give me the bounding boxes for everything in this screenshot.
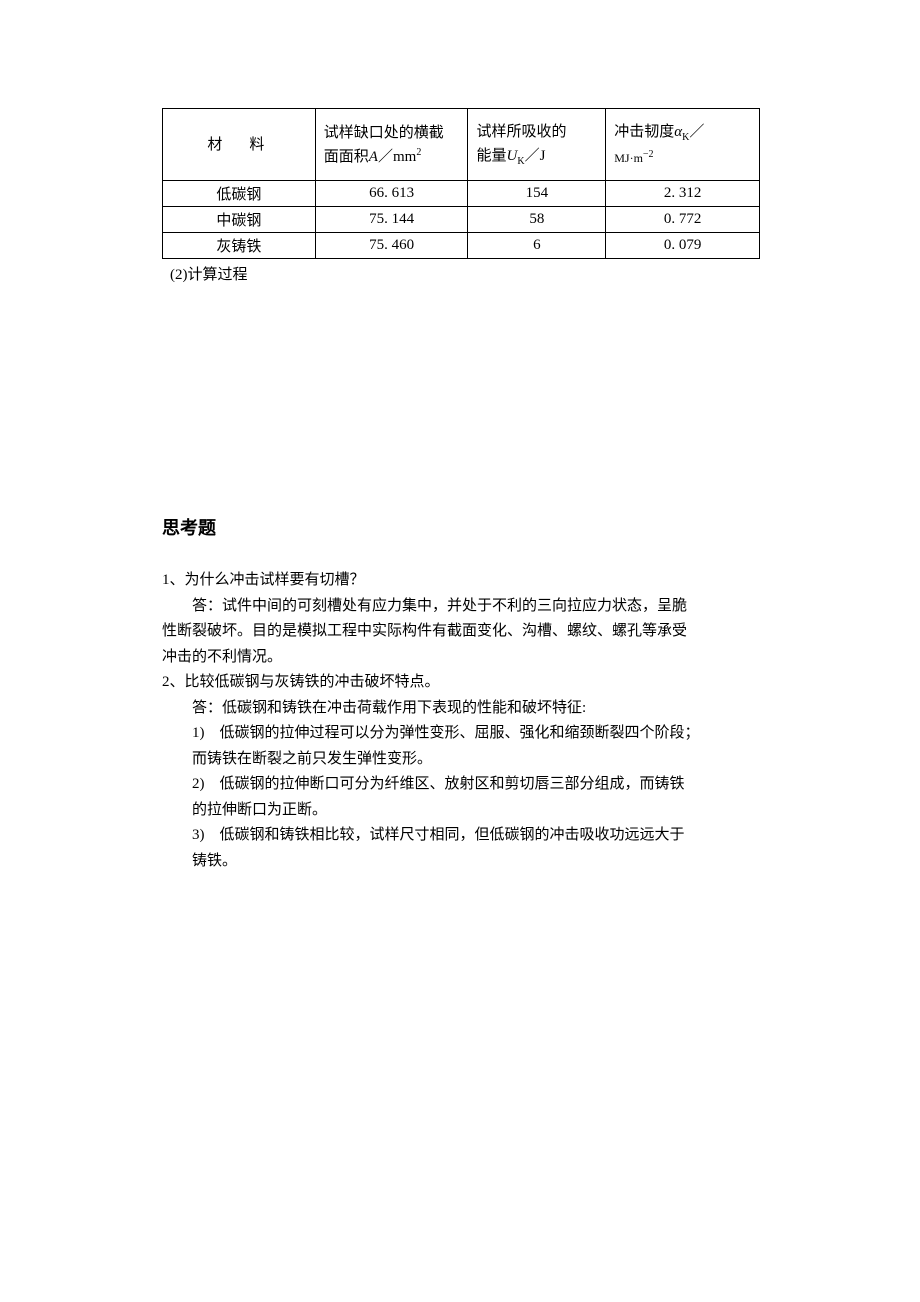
hdr-energy-K: K <box>517 156 524 167</box>
hdr-tough-l1a: 冲击韧度 <box>614 124 674 140</box>
q2-item1-l2: 而铸铁在断裂之前只发生弹性变形。 <box>162 747 760 773</box>
table-row: 中碳钢 75. 144 58 0. 772 <box>163 207 760 233</box>
hdr-tough-m: m <box>634 151 643 165</box>
hdr-energy-slash: ／ <box>525 148 540 164</box>
q1-text: 为什么冲击试样要有切槽？ <box>185 572 365 588</box>
col-header-energy: 试样所吸收的 能量UK／J <box>468 109 606 181</box>
col-header-area: 试样缺口处的横截 面面积A／mm2 <box>315 109 468 181</box>
q2-line: 2、比较低碳钢与灰铸铁的冲击破坏特点。 <box>162 670 760 696</box>
hdr-area-l1: 试样缺口处的横截 <box>324 125 444 141</box>
section-heading: 思考题 <box>162 514 760 540</box>
q2-item3-l1: 3) 低碳钢和铸铁相比较，试样尺寸相同，但低碳钢的冲击吸收功远远大于 <box>162 823 760 849</box>
hdr-tough-slash: ／ <box>689 124 704 140</box>
q1-number: 1、 <box>162 572 185 588</box>
results-table: 材 料 试样缺口处的横截 面面积A／mm2 试样所吸收的 能量UK／J 冲击韧度… <box>162 108 760 259</box>
q2-number: 2、 <box>162 674 185 690</box>
q1-line: 1、为什么冲击试样要有切槽？ <box>162 568 760 594</box>
cell-energy: 154 <box>468 181 606 207</box>
cell-toughness: 0. 772 <box>606 207 760 233</box>
cell-energy: 58 <box>468 207 606 233</box>
hdr-energy-J: J <box>540 148 546 164</box>
q2-answer-l1: 答：低碳钢和铸铁在冲击荷载作用下表现的性能和破坏特征: <box>162 696 760 722</box>
hdr-area-slash: ／ <box>378 149 393 165</box>
hdr-area-l2a: 面面积 <box>324 149 369 165</box>
cell-material: 灰铸铁 <box>163 233 316 259</box>
q1-answer-l1: 答：试件中间的可刻槽处有应力集中，并处于不利的三向拉应力状态，呈脆 <box>162 594 760 620</box>
cell-area: 75. 460 <box>315 233 468 259</box>
q2-item1-l1: 1) 低碳钢的拉伸过程可以分为弹性变形、屈服、强化和缩颈断裂四个阶段； <box>162 721 760 747</box>
cell-energy: 6 <box>468 233 606 259</box>
question-block-1: 1、为什么冲击试样要有切槽？ 答：试件中间的可刻槽处有应力集中，并处于不利的三向… <box>162 568 760 670</box>
cell-material: 低碳钢 <box>163 181 316 207</box>
hdr-energy-U: U <box>507 148 518 164</box>
cell-area: 75. 144 <box>315 207 468 233</box>
question-block-2: 2、比较低碳钢与灰铸铁的冲击破坏特点。 答：低碳钢和铸铁在冲击荷载作用下表现的性… <box>162 670 760 874</box>
hdr-tough-unit: MJ·m−2 <box>614 151 653 165</box>
table-row: 低碳钢 66. 613 154 2. 312 <box>163 181 760 207</box>
col-header-material: 材 料 <box>163 109 316 181</box>
cell-area: 66. 613 <box>315 181 468 207</box>
hdr-tough-exp: −2 <box>643 149 654 160</box>
cell-toughness: 0. 079 <box>606 233 760 259</box>
hdr-energy-l2a: 能量 <box>476 148 506 164</box>
table-header-row: 材 料 试样缺口处的横截 面面积A／mm2 试样所吸收的 能量UK／J 冲击韧度… <box>163 109 760 181</box>
q2-item2-l2: 的拉伸断口为正断。 <box>162 798 760 824</box>
hdr-area-mm: mm <box>393 149 416 165</box>
hdr-tough-MJ: MJ <box>614 151 629 165</box>
page-content: 材 料 试样缺口处的横截 面面积A／mm2 试样所吸收的 能量UK／J 冲击韧度… <box>0 0 920 874</box>
q2-item3-l2: 铸铁。 <box>162 849 760 875</box>
hdr-area-A: A <box>369 149 378 165</box>
q2-item2-l1: 2) 低碳钢的拉伸断口可分为纤维区、放射区和剪切唇三部分组成，而铸铁 <box>162 772 760 798</box>
cell-material: 中碳钢 <box>163 207 316 233</box>
table-row: 灰铸铁 75. 460 6 0. 079 <box>163 233 760 259</box>
cell-toughness: 2. 312 <box>606 181 760 207</box>
hdr-area-exp: 2 <box>416 147 421 158</box>
hdr-tough-alpha: α <box>674 124 682 140</box>
col-header-toughness: 冲击韧度αK／ MJ·m−2 <box>606 109 760 181</box>
q1-answer-l3: 冲击的不利情况。 <box>162 645 760 671</box>
hdr-energy-l1: 试样所吸收的 <box>476 124 566 140</box>
q1-answer-l2: 性断裂破坏。目的是模拟工程中实际构件有截面变化、沟槽、螺纹、螺孔等承受 <box>162 619 760 645</box>
table-caption: (2)计算过程 <box>170 263 760 284</box>
q2-text: 比较低碳钢与灰铸铁的冲击破坏特点。 <box>185 674 440 690</box>
